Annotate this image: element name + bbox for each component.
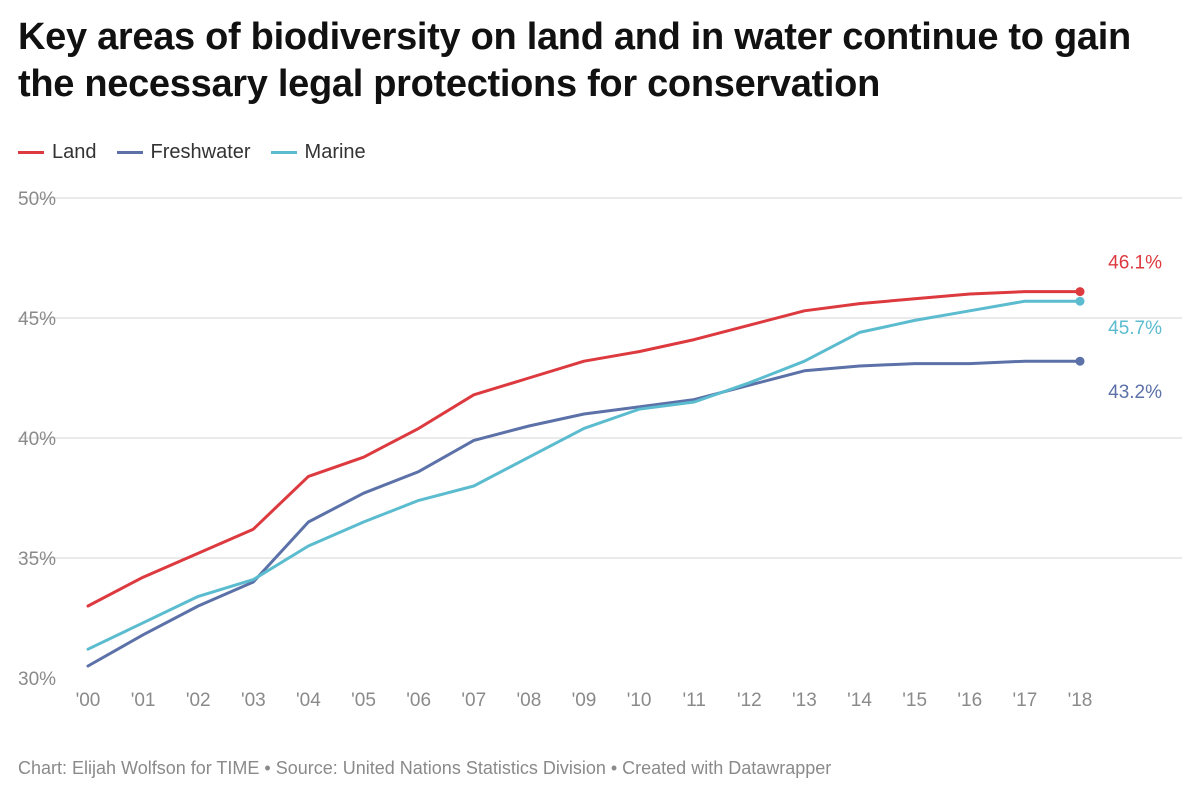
y-tick-label: 30%	[18, 669, 56, 690]
x-tick-label: '16	[957, 690, 982, 711]
series-line-marine	[86, 299, 1082, 651]
x-tick-label: '02	[186, 690, 211, 711]
end-label-freshwater: 43.2%	[1108, 382, 1162, 403]
legend-item-land: Land	[18, 141, 97, 164]
end-label-land: 46.1%	[1108, 253, 1162, 274]
x-tick-label: '15	[902, 690, 927, 711]
legend-swatch-land	[18, 150, 44, 154]
chart-title: Key areas of biodiversity on land and in…	[18, 16, 1131, 105]
x-tick-label: '18	[1068, 690, 1093, 711]
legend-item-freshwater: Freshwater	[116, 140, 251, 164]
legend-swatch-marine	[270, 150, 297, 154]
chart-footer-credit: Chart: Elijah Wolfson for TIME • Source:…	[18, 758, 832, 778]
y-tick-label: 45%	[18, 309, 56, 330]
chart-legend: Land Freshwater Marine	[18, 140, 386, 164]
legend-label-land: Land	[52, 140, 97, 163]
x-tick-label: '08	[517, 690, 542, 711]
x-tick-label: '05	[351, 690, 376, 711]
y-tick-label: 40%	[18, 429, 56, 450]
x-tick-label: '13	[792, 690, 817, 711]
series-line-freshwater	[86, 359, 1082, 668]
y-tick-label: 50%	[18, 189, 56, 210]
series-endpoint-marine	[1075, 296, 1085, 306]
x-tick-label: '00	[76, 690, 101, 711]
x-tick-label: '12	[737, 690, 762, 711]
x-tick-label: '07	[461, 690, 486, 711]
end-label-marine: 45.7%	[1108, 318, 1162, 339]
x-tick-label: '14	[847, 690, 872, 711]
x-tick-label: '17	[1013, 690, 1038, 711]
x-tick-label: '10	[627, 690, 652, 711]
x-tick-label: '06	[406, 690, 431, 711]
series-endpoint-land	[1075, 287, 1085, 297]
series-endpoint-freshwater	[1075, 356, 1085, 366]
x-tick-label: '01	[131, 690, 156, 711]
x-tick-label: '11	[683, 690, 706, 711]
legend-label-freshwater: Freshwater	[150, 140, 251, 163]
legend-item-marine: Marine	[270, 140, 366, 164]
legend-swatch-freshwater	[116, 150, 143, 154]
legend-label-marine: Marine	[304, 140, 366, 163]
x-tick-label: '03	[241, 690, 266, 711]
x-tick-label: '04	[296, 690, 321, 711]
x-tick-label: '09	[572, 690, 597, 711]
series-line-land	[86, 290, 1082, 608]
y-tick-label: 35%	[18, 549, 56, 570]
